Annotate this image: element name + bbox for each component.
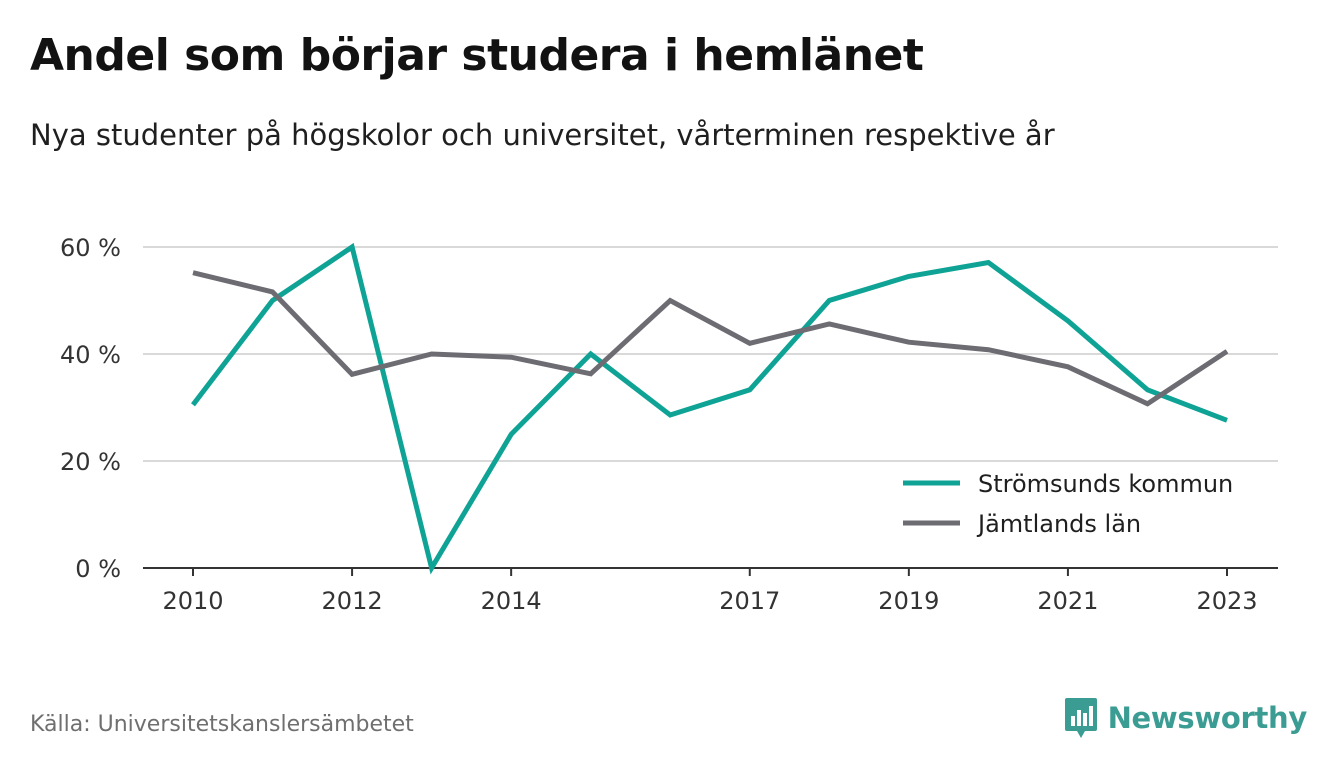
gridlines bbox=[143, 246, 1278, 569]
chart-subtitle: Nya studenter på högskolor och universit… bbox=[30, 118, 1055, 152]
legend-background bbox=[893, 463, 1267, 555]
x-tick-label: 2021 bbox=[1037, 587, 1098, 615]
legend-label-stromsunds: Strömsunds kommun bbox=[978, 470, 1233, 498]
y-axis-ticks: 0 % 20 % 40 % 60 % bbox=[60, 234, 121, 583]
series-line-stromsunds bbox=[191, 242, 1228, 575]
x-axis-ticks: 2010 2012 2014 2017 2019 2021 2023 bbox=[162, 568, 1258, 615]
x-tick-label: 2014 bbox=[481, 587, 542, 615]
series-line-jamtlands bbox=[192, 270, 1229, 407]
legend-label-jamtlands: Jämtlands län bbox=[976, 510, 1141, 538]
series-lines bbox=[191, 242, 1229, 575]
y-tick-label: 40 % bbox=[60, 341, 121, 369]
brand-logo[interactable]: Newsworthy bbox=[1064, 697, 1307, 739]
x-tick-label: 2019 bbox=[878, 587, 939, 615]
y-tick-label: 60 % bbox=[60, 234, 121, 262]
y-tick-label: 20 % bbox=[60, 448, 121, 476]
y-tick-label: 0 % bbox=[75, 555, 121, 583]
brand-name: Newsworthy bbox=[1107, 701, 1308, 735]
x-tick-label: 2023 bbox=[1196, 587, 1257, 615]
x-tick-label: 2010 bbox=[162, 587, 223, 615]
source-note: Källa: Universitetskanslersämbetet bbox=[30, 712, 414, 737]
x-tick-label: 2017 bbox=[719, 587, 780, 615]
line-chart: 0 % 20 % 40 % 60 % 2010 2012 2014 2017 2019 2021… bbox=[60, 234, 1278, 615]
x-tick-label: 2012 bbox=[322, 587, 383, 615]
bar-chart-speech-bubble-icon bbox=[1064, 698, 1097, 738]
chart-title: Andel som börjar studera i hemlänet bbox=[30, 30, 924, 81]
legend: Strömsunds kommun Jämtlands län bbox=[893, 463, 1267, 555]
